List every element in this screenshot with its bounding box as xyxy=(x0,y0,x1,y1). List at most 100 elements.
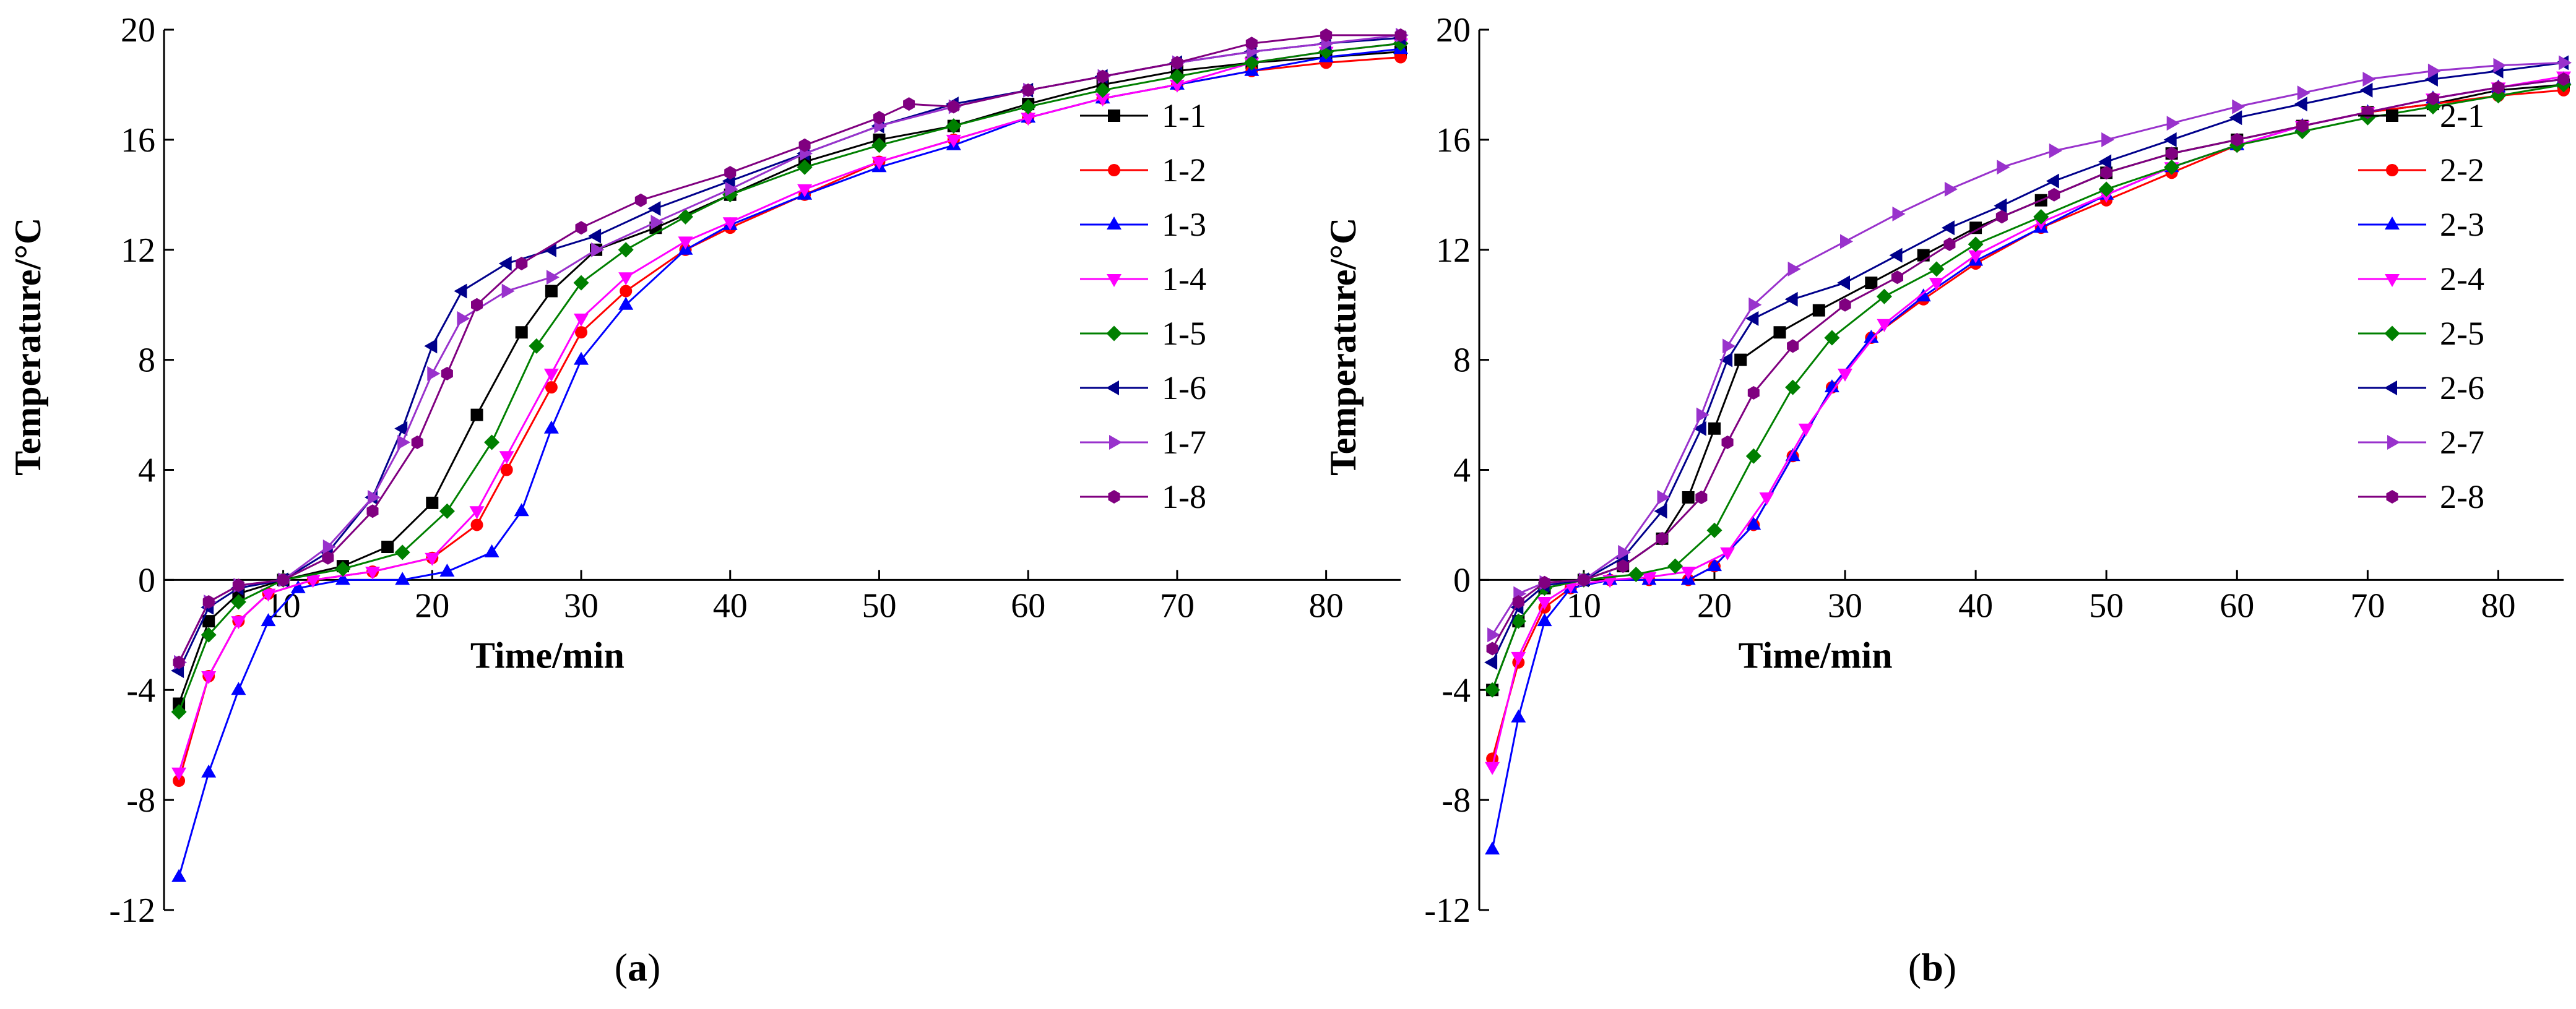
data-point xyxy=(394,544,410,560)
data-point xyxy=(2100,166,2112,180)
data-point xyxy=(2098,181,2114,197)
data-point xyxy=(261,613,276,627)
data-point xyxy=(2232,99,2245,114)
data-point xyxy=(425,552,440,566)
data-point xyxy=(171,767,187,781)
series-1-1 xyxy=(173,45,1407,710)
legend-marker xyxy=(2386,109,2398,122)
data-point xyxy=(1243,54,1260,71)
data-point xyxy=(543,242,556,257)
data-point xyxy=(903,97,915,111)
series-2-3 xyxy=(1485,71,2571,855)
data-point xyxy=(201,627,217,643)
series-2-5 xyxy=(1484,77,2572,698)
data-point xyxy=(545,285,558,298)
data-point xyxy=(2427,92,2439,106)
data-point xyxy=(516,257,528,270)
data-point xyxy=(1969,221,1982,234)
x-tick-label: 60 xyxy=(2219,586,2254,625)
data-point xyxy=(484,544,499,557)
x-tick-label: 30 xyxy=(564,586,599,625)
data-point xyxy=(1095,93,1110,107)
y-tick-label: 0 xyxy=(138,561,155,599)
legend-label: 1-1 xyxy=(1162,97,1206,134)
data-point xyxy=(1484,655,1498,670)
data-point xyxy=(1617,559,1629,573)
legend-marker xyxy=(1106,380,1119,395)
legend-label: 2-8 xyxy=(2440,478,2484,515)
data-point xyxy=(620,285,633,298)
legend-label: 1-6 xyxy=(1162,369,1206,406)
data-point xyxy=(543,368,559,382)
data-point xyxy=(498,256,512,271)
legend-label: 1-5 xyxy=(1162,315,1206,352)
y-tick-label: 4 xyxy=(138,452,155,490)
x-axis-title: Time/min xyxy=(1739,635,1893,676)
data-point xyxy=(1708,422,1721,435)
data-point xyxy=(1539,575,1551,590)
data-point xyxy=(1787,339,1799,353)
data-point xyxy=(335,561,351,577)
data-point xyxy=(634,193,647,207)
data-point xyxy=(1787,261,1801,277)
legend-label: 2-4 xyxy=(2440,260,2484,298)
x-tick-label: 80 xyxy=(1309,586,1344,625)
data-point xyxy=(439,503,455,519)
data-point xyxy=(797,184,813,197)
data-point xyxy=(411,436,423,449)
data-point xyxy=(650,215,664,230)
data-point xyxy=(2559,55,2572,71)
data-point xyxy=(1720,547,1735,560)
y-tick-label: 12 xyxy=(121,231,155,270)
data-point xyxy=(201,764,217,778)
series-line xyxy=(178,56,1401,781)
data-point xyxy=(1618,544,1632,560)
data-point xyxy=(2427,63,2441,79)
legend-marker xyxy=(2386,490,2398,504)
data-point xyxy=(201,671,217,684)
data-point xyxy=(1838,368,1852,382)
series-2-4 xyxy=(1485,71,2571,775)
legend-marker xyxy=(1108,109,1120,122)
x-tick-label: 40 xyxy=(1958,586,1993,625)
series-line xyxy=(1491,78,2564,850)
legend-label: 2-3 xyxy=(2440,206,2484,243)
data-point xyxy=(381,541,394,553)
data-point xyxy=(1889,247,1903,263)
legend-marker xyxy=(1107,217,1122,230)
series-line xyxy=(1491,78,2564,650)
data-point xyxy=(173,697,186,710)
data-point xyxy=(424,338,438,354)
legend-marker xyxy=(2386,164,2398,176)
x-tick-label: 70 xyxy=(2350,586,2385,625)
data-point xyxy=(948,100,960,114)
data-point xyxy=(335,572,350,585)
data-point xyxy=(1876,288,1892,304)
data-point xyxy=(588,228,602,244)
x-tick-label: 60 xyxy=(1011,586,1045,625)
data-point xyxy=(484,434,500,450)
y-tick-label: 8 xyxy=(1453,341,1471,380)
data-point xyxy=(2033,208,2049,225)
data-point xyxy=(1943,237,1956,251)
y-tick-label: -12 xyxy=(109,891,155,930)
legend-marker xyxy=(1108,164,1120,176)
legend-marker xyxy=(1109,435,1122,450)
data-point xyxy=(499,451,514,465)
data-point xyxy=(873,111,885,125)
legend: 1-1 1-2 1-3 1-4 1-5 1-6 1-7 1-8 xyxy=(1080,97,1206,515)
data-point xyxy=(546,270,560,285)
data-point xyxy=(397,435,411,450)
data-point xyxy=(1657,490,1671,505)
panel-label: (a) xyxy=(615,945,661,989)
data-point xyxy=(1840,234,1853,249)
data-point xyxy=(395,572,410,585)
data-point xyxy=(2164,159,2180,175)
data-point xyxy=(1759,492,1774,505)
legend-label: 1-4 xyxy=(1162,260,1206,298)
legend-label: 2-1 xyxy=(2440,97,2484,134)
data-point xyxy=(574,313,589,327)
data-point xyxy=(1680,567,1696,580)
data-point xyxy=(1748,297,1762,312)
